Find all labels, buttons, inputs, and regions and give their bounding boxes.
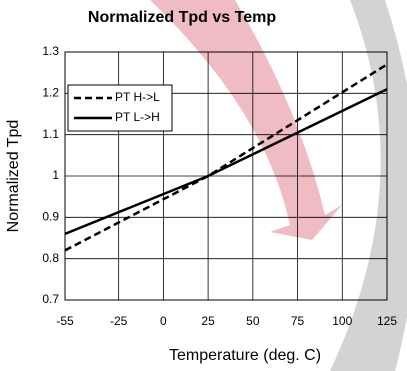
y-tick-label: 1.2 [42,86,59,100]
y-tick-label: 0.8 [42,251,59,265]
x-tick-label: 50 [246,314,260,328]
y-tick-label: 0.7 [42,292,59,306]
y-tick-label: 1.1 [42,127,59,141]
legend-label: PT H->L [115,90,160,104]
x-tick-label: 25 [201,314,215,328]
x-tick-label: 0 [160,314,167,328]
x-tick-label: -25 [110,314,128,328]
chart-title: Normalized Tpd vs Temp [88,9,276,26]
watermark-arrow [150,0,342,240]
series-line [64,88,388,236]
y-tick-label: 1.3 [42,44,59,58]
y-axis-label: Normalized Tpd [5,120,22,233]
y-tick-label: 1 [52,168,59,182]
x-tick-label: 100 [332,314,352,328]
x-axis-label: Temperature (deg. C) [169,347,321,364]
watermark-arc [330,0,407,371]
legend-label: PT L->H [115,110,160,124]
x-tick-label: -55 [56,314,74,328]
series-line [64,63,388,252]
x-tick-label: 75 [291,314,305,328]
y-tick-label: 0.9 [42,210,59,224]
legend-box [67,84,173,132]
x-tick-label: 125 [377,314,397,328]
